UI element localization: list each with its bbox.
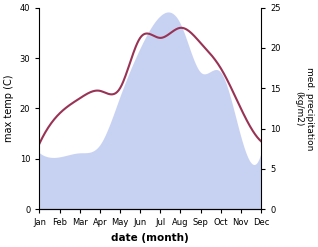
- Y-axis label: med. precipitation
(kg/m2): med. precipitation (kg/m2): [294, 67, 314, 150]
- X-axis label: date (month): date (month): [111, 233, 189, 243]
- Y-axis label: max temp (C): max temp (C): [4, 75, 14, 142]
